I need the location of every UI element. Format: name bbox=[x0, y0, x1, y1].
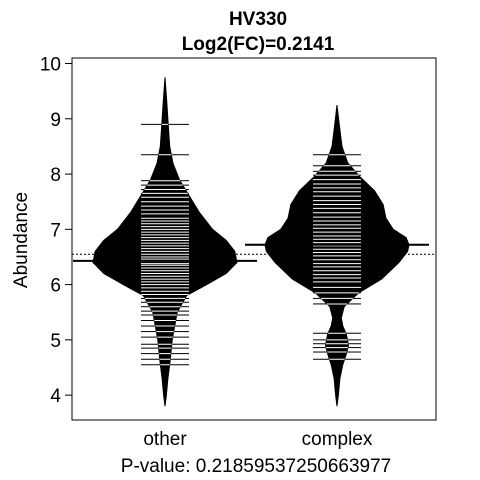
y-tick-label: 6 bbox=[50, 276, 61, 297]
y-tick-label: 4 bbox=[50, 386, 61, 407]
x-category-label: other bbox=[143, 429, 187, 450]
p-value-label: P-value: 0.21859537250663977 bbox=[121, 456, 391, 477]
chart-title-line1: HV330 bbox=[229, 9, 287, 30]
bean-density-other bbox=[92, 77, 238, 407]
plot-area: 4 5 6 7 8 9 10 other complex bbox=[40, 55, 437, 450]
y-tick-label: 5 bbox=[50, 331, 61, 352]
y-tick-label: 7 bbox=[50, 220, 61, 241]
y-tick-label: 10 bbox=[40, 55, 61, 76]
plot-frame bbox=[71, 57, 437, 421]
x-category-label: complex bbox=[302, 429, 373, 450]
chart-title-line2: Log2(FC)=0.2141 bbox=[182, 34, 335, 55]
y-tick-label: 8 bbox=[50, 165, 61, 186]
y-tick-label: 9 bbox=[50, 110, 61, 131]
y-axis-title: Abundance bbox=[11, 192, 32, 288]
